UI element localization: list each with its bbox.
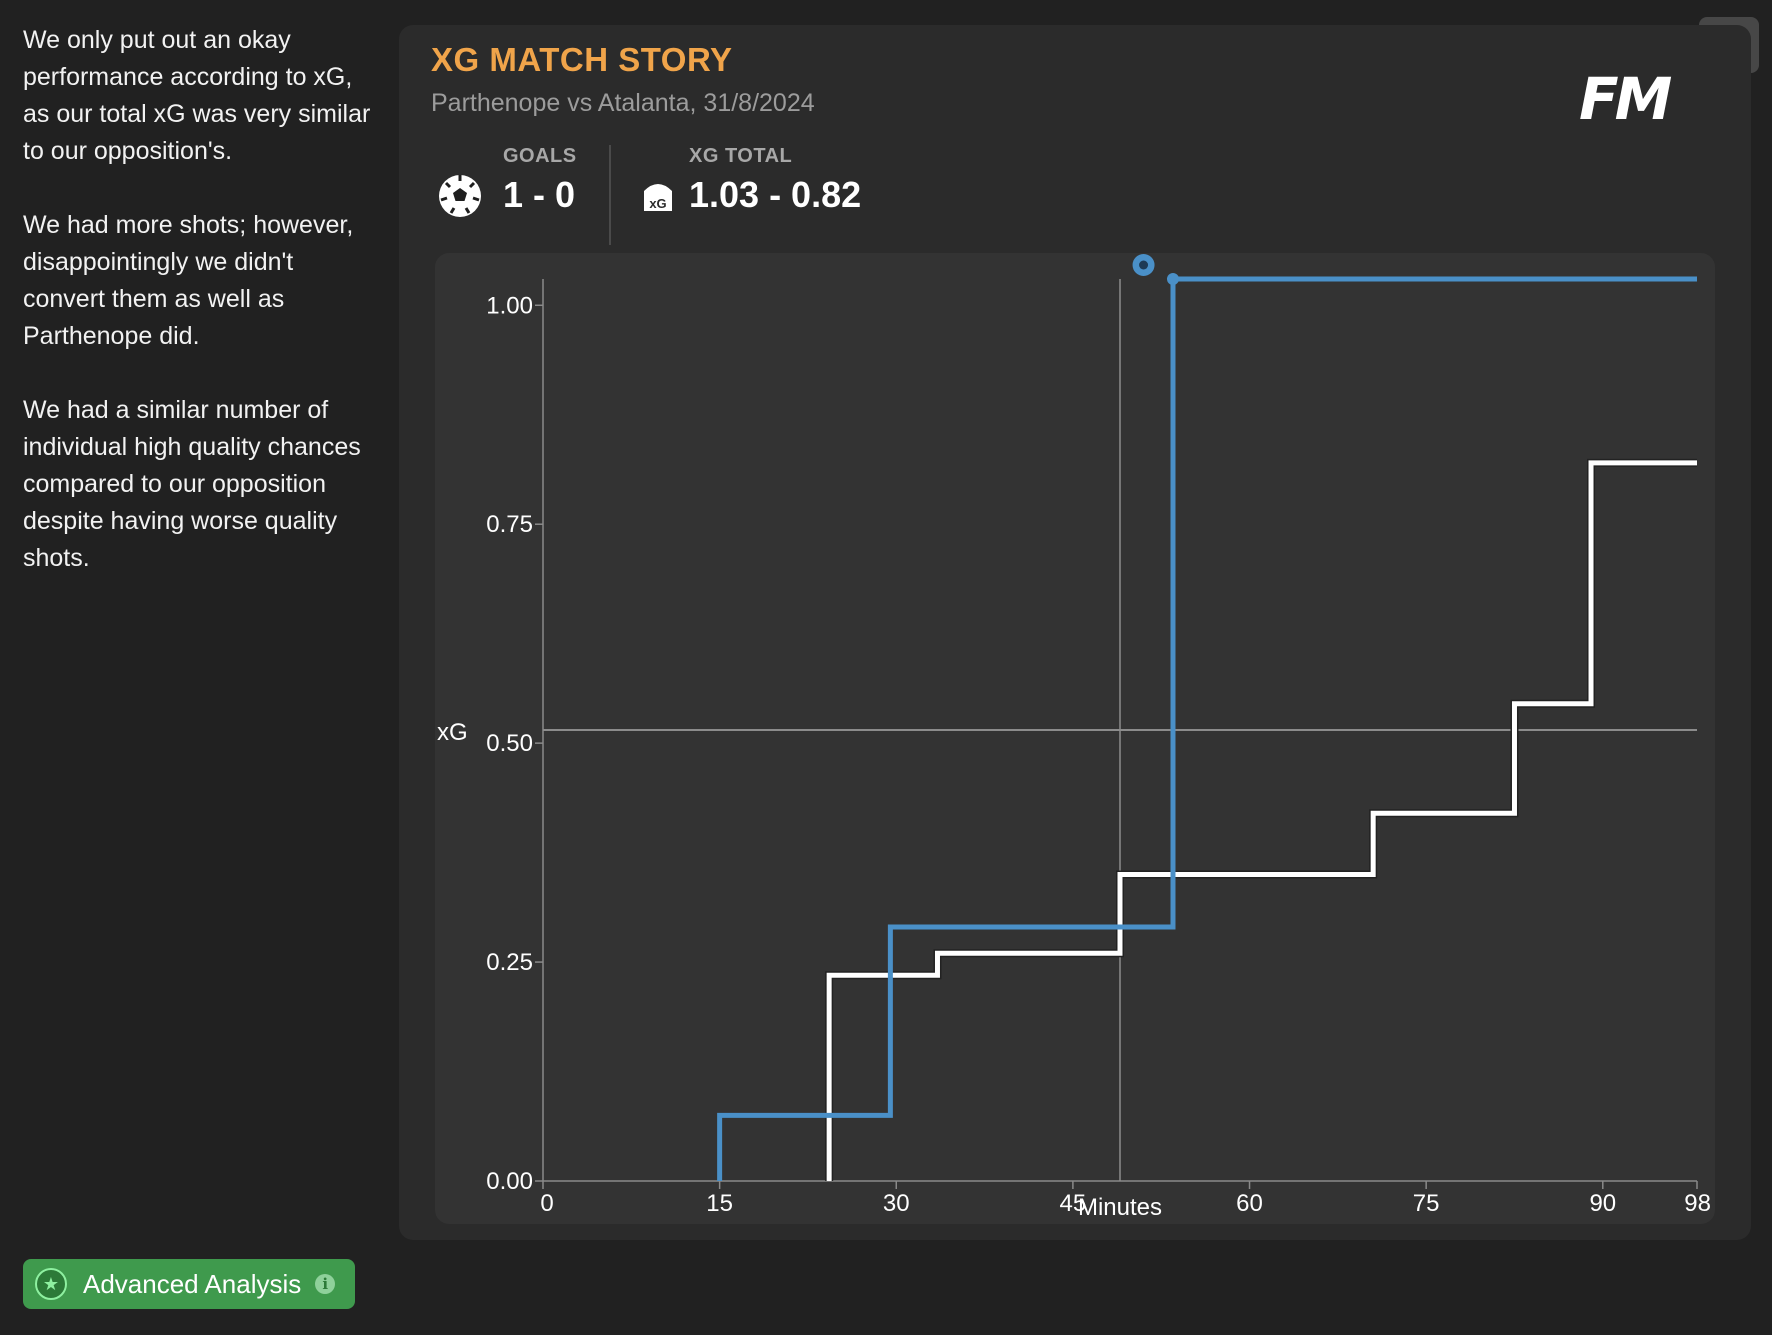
match-subtitle: Parthenope vs Atalanta, 31/8/2024 (431, 89, 815, 117)
x-tick-label: 0 (540, 1190, 553, 1217)
x-tick-label: 60 (1236, 1190, 1263, 1217)
analysis-paragraph: We had more shots; however, disappointin… (23, 211, 354, 350)
goals-value: 1 - 0 (503, 174, 576, 215)
stat-divider (609, 145, 611, 245)
goals-label: GOALS (503, 145, 577, 167)
x-tick-label: 90 (1589, 1190, 1616, 1217)
y-axis-label: xG (437, 719, 468, 746)
star-icon: ★ (35, 1268, 67, 1300)
x-tick-label: 45 (1060, 1190, 1087, 1217)
series-line-shadow (825, 458, 1697, 1181)
info-icon[interactable]: i (315, 1274, 336, 1294)
x-tick-label: 98 (1684, 1190, 1711, 1217)
advanced-analysis-label: Advanced Analysis (83, 1268, 302, 1299)
y-tick-label: 1.00 (486, 292, 533, 319)
y-tick-label: 0.25 (486, 949, 533, 976)
y-tick-label: 0.75 (486, 511, 533, 538)
fm-logo: FM (1579, 65, 1672, 133)
x-axis-label: Minutes (1078, 1194, 1162, 1221)
series-line-atalanta (826, 460, 1697, 1181)
x-tick-label: 30 (883, 1190, 910, 1217)
y-tick-label: 0.00 (486, 1168, 533, 1195)
advanced-analysis-button[interactable]: ★ Advanced Analysis i (23, 1259, 355, 1309)
goals-stat: GOALS 1 - 0 (503, 145, 577, 216)
goal-point (1166, 273, 1179, 285)
xg-total-value: 1.03 - 0.82 (689, 174, 862, 215)
x-tick-label: 15 (706, 1190, 733, 1217)
xg-icon: xG (644, 184, 672, 211)
analysis-panel: We only put out an okay performance acco… (23, 22, 378, 614)
xg-total-label: XG TOTAL (689, 145, 793, 167)
xg-icon-text: xG (649, 196, 666, 211)
goal-marker-center (1139, 260, 1149, 270)
xg-match-story-card: XG MATCH STORY Parthenope vs Atalanta, 3… (399, 25, 1751, 1240)
football-icon (439, 175, 481, 217)
analysis-paragraph: We had a similar number of individual hi… (23, 396, 361, 572)
page-title: XG MATCH STORY (431, 41, 733, 78)
xg-chart: 0 15 30 45 60 75 90 98 0.00 0.25 0.50 0.75 1.00 Minut… (437, 254, 1711, 1221)
analysis-paragraph: We only put out an okay performance acco… (23, 26, 371, 165)
y-tick-label: 0.50 (486, 730, 533, 757)
x-tick-label: 75 (1413, 1190, 1440, 1217)
xg-total-stat: XG TOTAL 1.03 - 0.82 (689, 145, 861, 216)
chart-container: 0 15 30 45 60 75 90 98 0.00 0.25 0.50 0.75 1.00 Minut… (435, 253, 1715, 1224)
